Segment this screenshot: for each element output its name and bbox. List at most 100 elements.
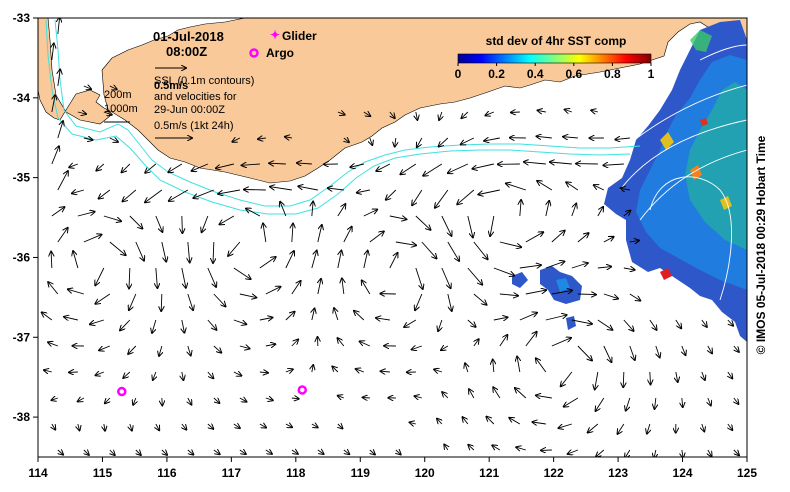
velocity-arrow [620, 188, 630, 190]
velocity-arrow [682, 397, 683, 407]
velocity-arrow [490, 215, 495, 236]
velocity-arrow [577, 294, 596, 295]
x-axis: 114 115 116 117 118 119 120 121 122 123 124 125 [28, 457, 757, 480]
velocity-arrow [242, 164, 260, 165]
velocity-arrow [597, 319, 613, 330]
velocity-arrow [52, 44, 54, 61]
velocity-arrow [159, 345, 162, 356]
glider-label: Glider [282, 29, 317, 43]
velocity-arrow [551, 338, 571, 347]
velocity-arrow [311, 251, 317, 269]
velocity-arrow [129, 267, 130, 288]
velocity-arrow [603, 237, 614, 243]
velocity-arrow [537, 181, 553, 191]
velocity-arrow [269, 163, 286, 164]
velocity-arrow [457, 189, 475, 204]
velocity-arrow [83, 86, 91, 89]
velocity-arrow [499, 294, 518, 296]
velocity-arrow [360, 341, 371, 347]
velocity-arrow [389, 253, 398, 269]
velocity-arrow [525, 232, 543, 243]
velocity-arrow [291, 340, 298, 347]
velocity-arrow [395, 137, 396, 147]
depth-200-label: 200m [104, 89, 132, 101]
velocity-arrow [516, 447, 526, 450]
velocity-arrow [517, 357, 520, 373]
velocity-arrow [285, 251, 294, 269]
y-tick-label: -36 [13, 250, 31, 264]
velocity-arrow [467, 215, 473, 237]
velocity-arrow [412, 189, 423, 205]
velocity-arrow [682, 449, 683, 457]
velocity-arrow [563, 137, 578, 138]
velocity-arrow [376, 163, 391, 171]
velocity-arrow [57, 228, 68, 243]
velocity-arrow [213, 450, 220, 454]
velocity-arrow [536, 358, 547, 373]
velocity-arrow [42, 312, 53, 321]
velocity-arrow [64, 317, 78, 320]
velocity-arrow [629, 293, 640, 301]
velocity-arrow [571, 319, 592, 324]
velocity-arrow [568, 450, 579, 454]
velocity-arrow [676, 371, 678, 382]
velocity-arrow [623, 211, 631, 217]
velocity-arrow [357, 190, 370, 193]
velocity-arrow [213, 293, 226, 306]
velocity-arrow [332, 367, 339, 373]
velocity-arrow [515, 388, 527, 399]
velocity-arrow [338, 338, 345, 347]
velocity-arrow [354, 311, 365, 321]
velocity-arrow [187, 293, 193, 310]
velocity-arrow [162, 450, 167, 455]
velocity-arrow [84, 450, 89, 455]
argo-float [297, 385, 308, 395]
velocity-arrow [492, 445, 501, 450]
velocity-arrow [412, 346, 422, 350]
velocity-arrow [259, 372, 268, 373]
velocity-arrow [57, 171, 68, 191]
velocity-arrow [110, 450, 115, 455]
velocity-arrow [469, 389, 475, 399]
velocity-arrow [525, 332, 537, 347]
velocity-arrow [103, 215, 121, 221]
velocity-arrow [77, 112, 86, 114]
velocity-arrow [511, 112, 520, 113]
velocity-arrow [130, 423, 132, 431]
y-tick-label: -37 [13, 330, 31, 344]
colorbar-tick-label: 0.2 [488, 67, 505, 81]
velocity-arrow [577, 233, 589, 243]
velocity-arrow [465, 363, 468, 373]
time-label: 08:00Z [166, 44, 207, 59]
velocity-arrow [48, 282, 59, 295]
velocity-arrow [233, 424, 240, 428]
velocity-arrow [259, 257, 276, 269]
velocity-arrow [338, 424, 343, 429]
velocity-arrow [545, 315, 567, 321]
velocity-arrow [239, 398, 247, 402]
velocity-arrow [404, 319, 417, 327]
velocity-arrow [484, 138, 500, 141]
velocity-arrow [182, 423, 187, 430]
velocity-arrow [594, 185, 605, 191]
velocity-arrow [246, 209, 261, 217]
velocity-arrow [188, 345, 191, 356]
velocity-arrow [58, 70, 60, 87]
velocity-arrow [519, 313, 537, 321]
velocity-arrow [524, 162, 546, 164]
velocity-arrow [169, 189, 189, 201]
velocity-arrow [57, 121, 63, 139]
velocity-arrow [182, 371, 184, 380]
date-label: 01-Jul-2018 [153, 29, 224, 44]
velocity-arrow [615, 138, 630, 140]
velocity-arrow [220, 215, 235, 224]
velocity-arrow [259, 424, 266, 428]
velocity-arrow [270, 187, 292, 191]
velocity-arrow [207, 371, 213, 378]
velocity-arrow [734, 345, 739, 352]
velocity-arrow [537, 136, 552, 138]
x-tick-label: 121 [479, 466, 499, 480]
velocity-arrow [629, 241, 639, 243]
velocity-arrow [95, 293, 111, 304]
velocity-arrow [536, 395, 552, 398]
